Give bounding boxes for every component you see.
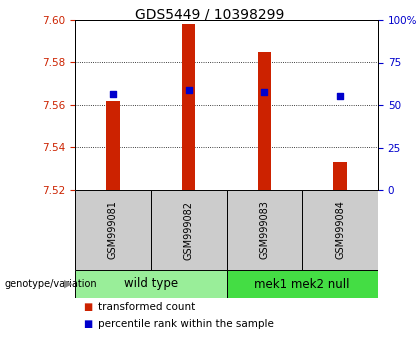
Text: GSM999084: GSM999084: [335, 201, 345, 259]
Bar: [75, 190, 151, 270]
Text: ■: ■: [84, 302, 93, 312]
Text: GSM999082: GSM999082: [184, 200, 194, 259]
Text: genotype/variation: genotype/variation: [4, 279, 97, 289]
Point: [185, 87, 192, 93]
Bar: [226, 190, 302, 270]
Bar: [106, 101, 120, 190]
Point: [110, 92, 116, 97]
Bar: [226, 270, 378, 298]
Bar: [151, 190, 226, 270]
Text: percentile rank within the sample: percentile rank within the sample: [98, 319, 274, 329]
Bar: [302, 190, 378, 270]
Text: wild type: wild type: [123, 278, 178, 291]
Text: mek1 mek2 null: mek1 mek2 null: [255, 278, 350, 291]
Point: [261, 90, 268, 95]
Text: GSM999081: GSM999081: [108, 201, 118, 259]
Bar: [182, 24, 195, 190]
Text: ■: ■: [84, 319, 93, 329]
Bar: [75, 270, 226, 298]
Text: GDS5449 / 10398299: GDS5449 / 10398299: [135, 8, 285, 22]
Bar: [333, 162, 347, 190]
Text: GSM999083: GSM999083: [260, 201, 269, 259]
Point: [337, 94, 344, 99]
Text: ▶: ▶: [64, 279, 73, 289]
Text: transformed count: transformed count: [98, 302, 195, 312]
Bar: [257, 52, 271, 190]
